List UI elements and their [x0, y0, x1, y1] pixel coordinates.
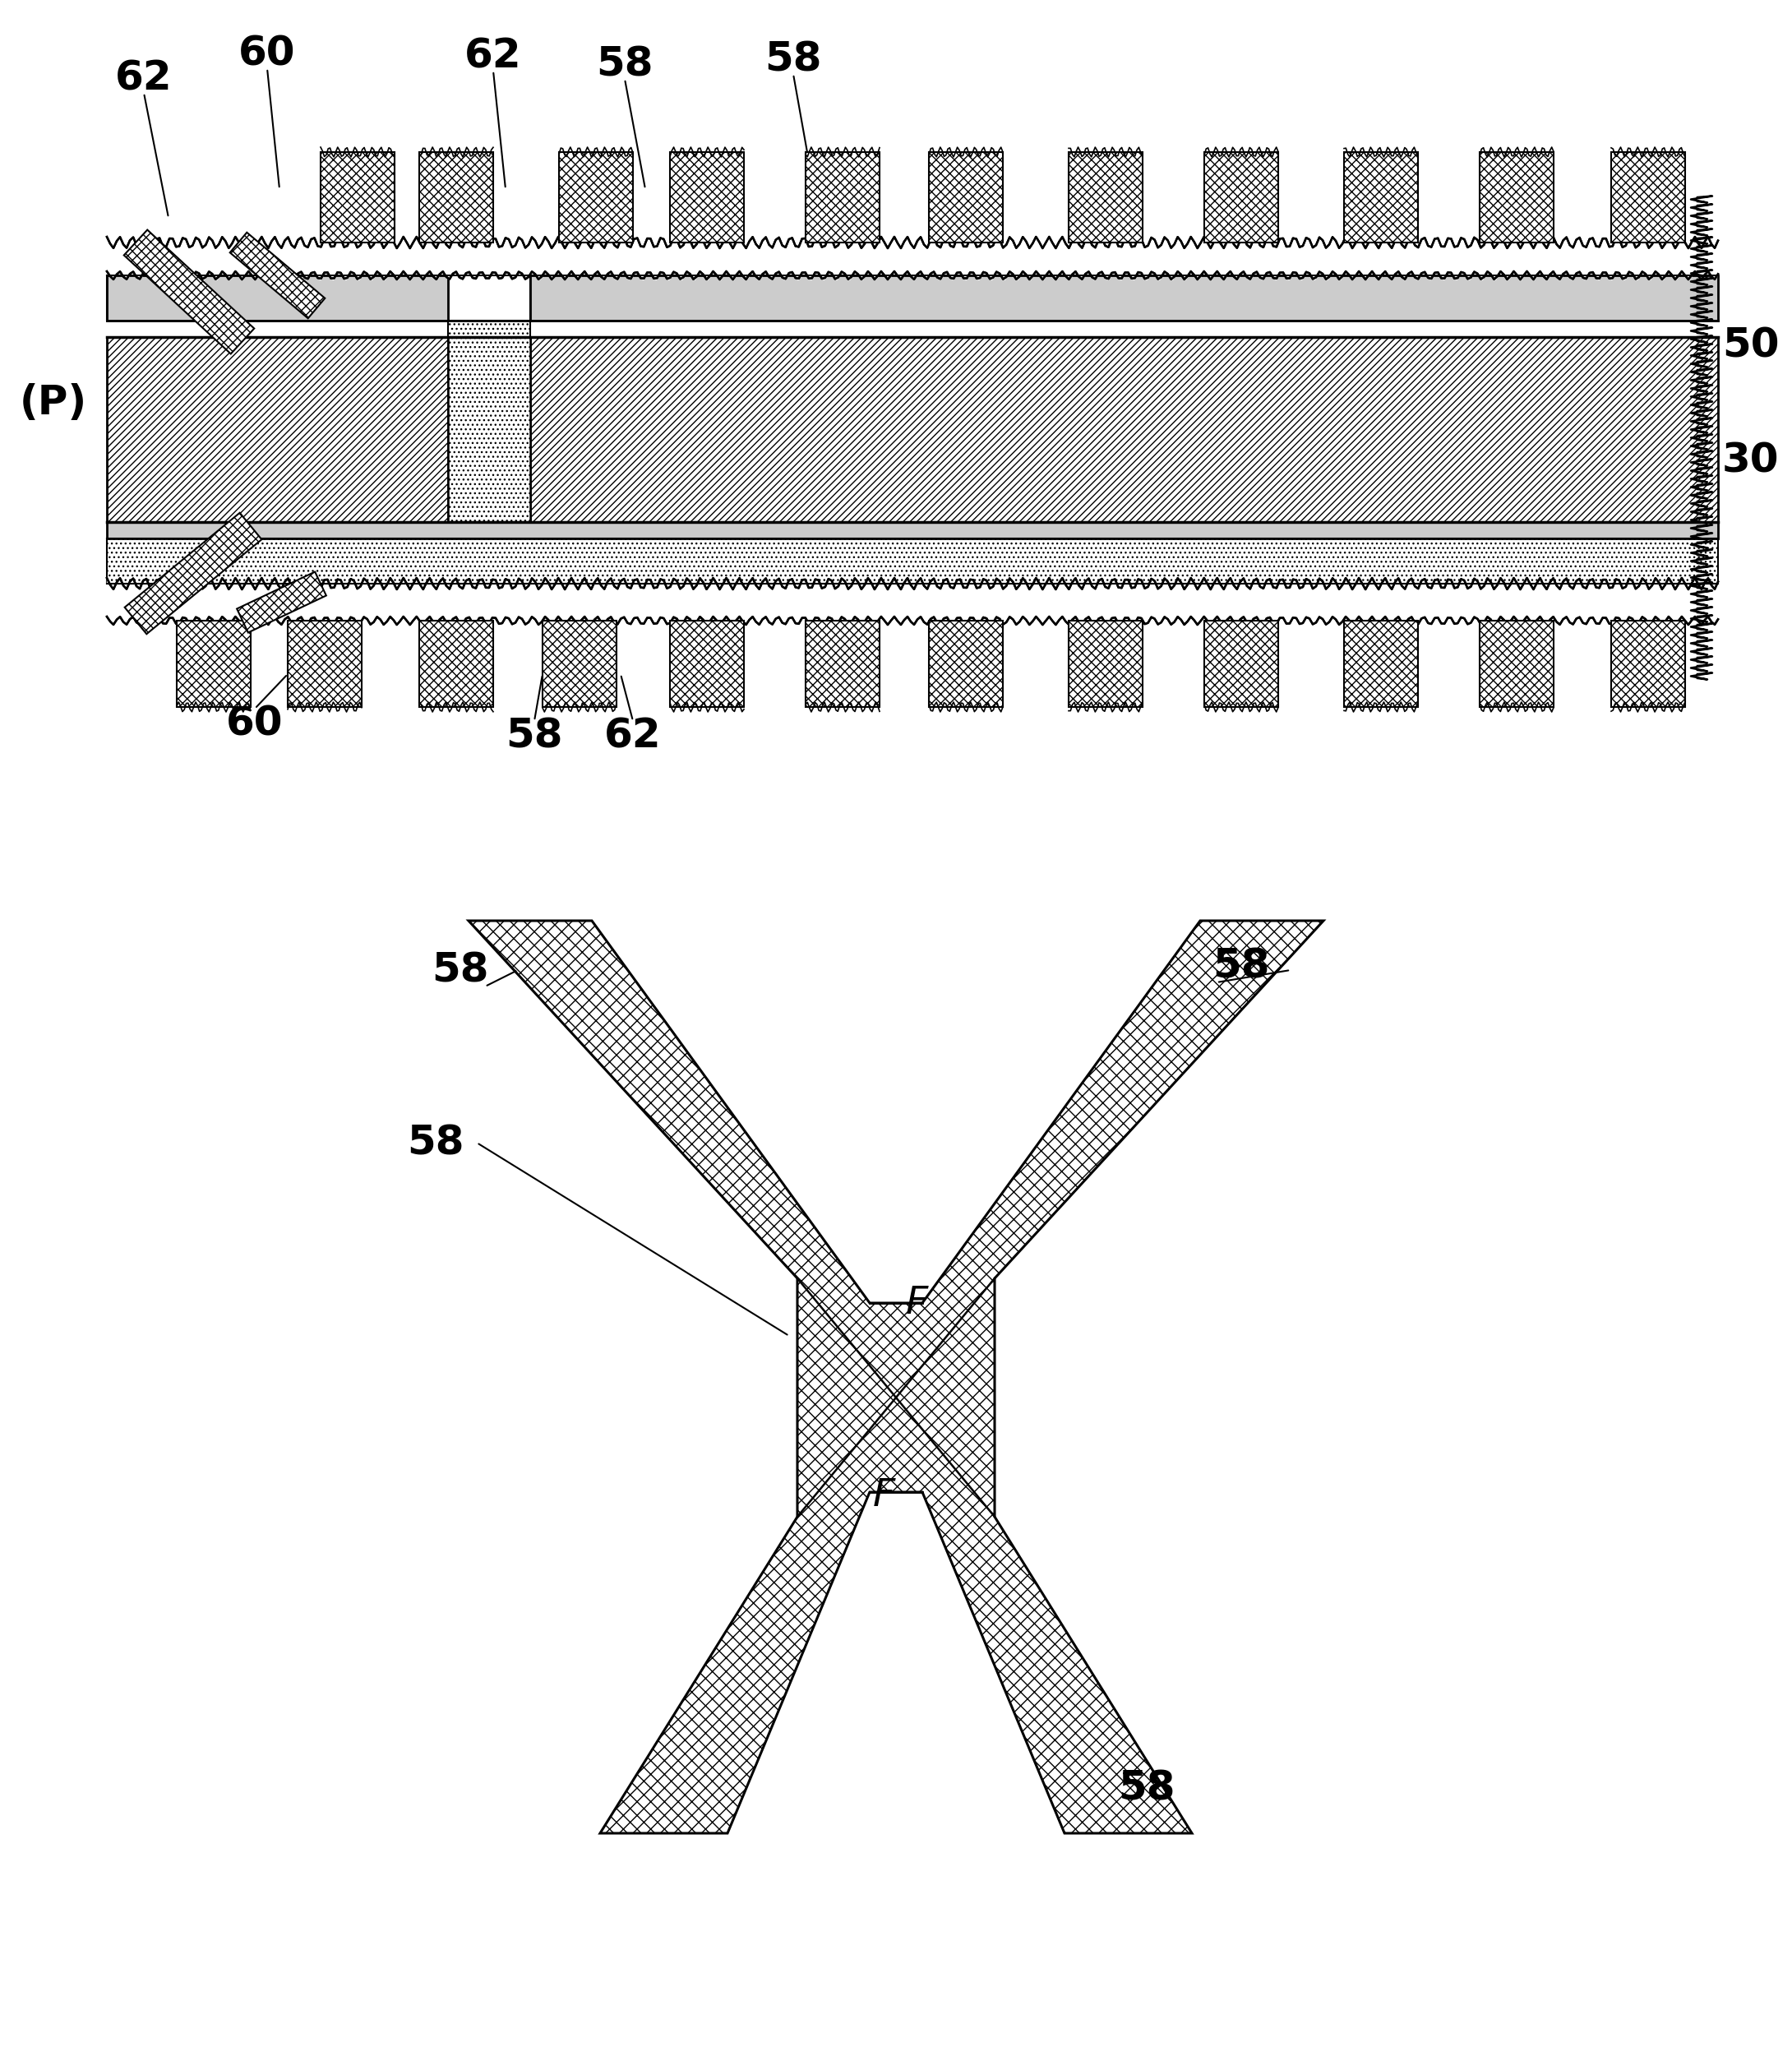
Polygon shape [237, 571, 326, 633]
Polygon shape [108, 275, 448, 321]
Polygon shape [321, 151, 394, 242]
Polygon shape [108, 538, 1719, 584]
Polygon shape [543, 621, 616, 708]
Polygon shape [1480, 621, 1554, 708]
Polygon shape [125, 513, 262, 633]
Polygon shape [1480, 151, 1554, 242]
Polygon shape [468, 921, 1324, 1834]
Polygon shape [1068, 151, 1143, 242]
Polygon shape [289, 621, 362, 708]
Polygon shape [1344, 151, 1417, 242]
Polygon shape [108, 522, 1719, 538]
Polygon shape [419, 151, 493, 242]
Polygon shape [530, 275, 1719, 321]
Polygon shape [1204, 151, 1278, 242]
Text: 62: 62 [464, 35, 521, 77]
Polygon shape [108, 275, 448, 321]
Polygon shape [670, 151, 744, 242]
Polygon shape [448, 321, 530, 337]
Polygon shape [928, 151, 1004, 242]
Polygon shape [448, 337, 530, 522]
Text: 58: 58 [505, 716, 563, 756]
Text: 30: 30 [1722, 441, 1779, 480]
Text: 60: 60 [238, 33, 296, 72]
Text: 62: 62 [115, 58, 172, 97]
Text: (P): (P) [20, 383, 88, 422]
Polygon shape [177, 621, 251, 708]
Polygon shape [124, 230, 254, 354]
Text: 62: 62 [604, 716, 661, 756]
Text: 58: 58 [1213, 946, 1271, 985]
Polygon shape [419, 621, 493, 708]
Polygon shape [806, 151, 880, 242]
Text: 60: 60 [226, 704, 283, 743]
Text: 50: 50 [1722, 325, 1779, 364]
Polygon shape [806, 621, 880, 708]
Polygon shape [559, 151, 633, 242]
Text: 58: 58 [765, 39, 823, 79]
Polygon shape [1068, 621, 1143, 708]
Polygon shape [1344, 621, 1417, 708]
Text: 58: 58 [407, 1122, 464, 1163]
Text: F: F [905, 1285, 928, 1321]
Polygon shape [108, 337, 448, 522]
Polygon shape [1204, 621, 1278, 708]
Polygon shape [1611, 621, 1684, 708]
Polygon shape [1611, 151, 1684, 242]
Polygon shape [448, 522, 530, 538]
Text: 58: 58 [597, 43, 654, 85]
Polygon shape [229, 232, 324, 319]
Polygon shape [530, 275, 1719, 321]
Text: F: F [873, 1478, 894, 1515]
Polygon shape [928, 621, 1004, 708]
Polygon shape [530, 337, 1719, 522]
Text: 58: 58 [1118, 1768, 1176, 1807]
Polygon shape [670, 621, 744, 708]
Text: 58: 58 [432, 950, 489, 989]
